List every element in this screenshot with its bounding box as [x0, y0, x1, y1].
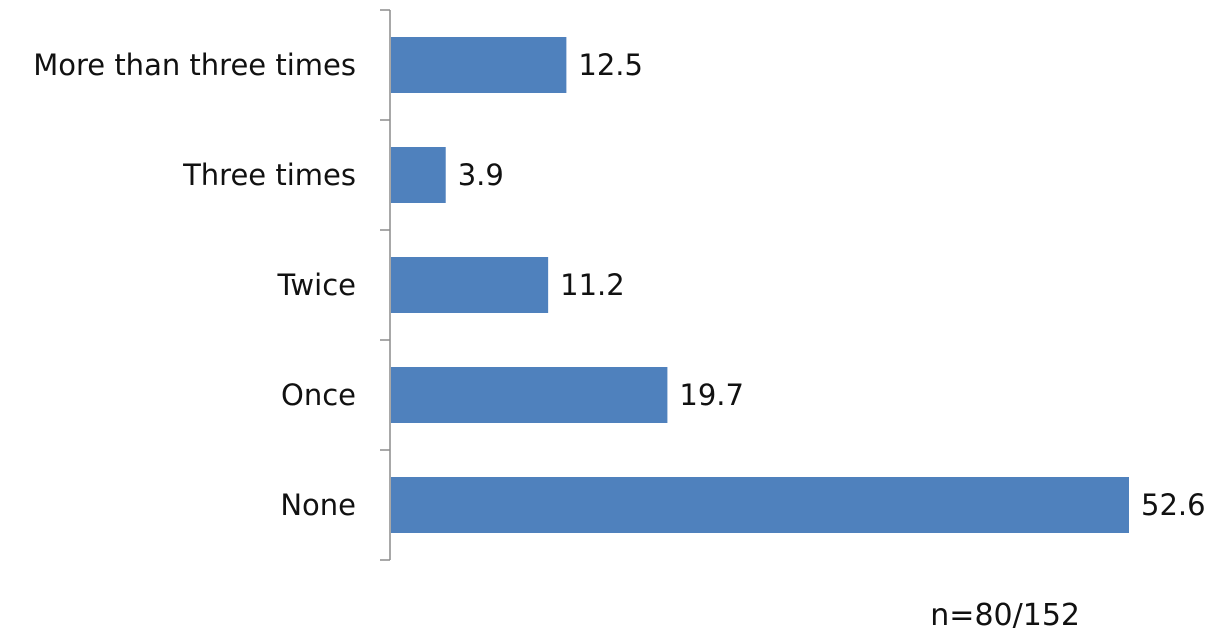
category-label: More than three times: [33, 48, 356, 82]
bar: [391, 37, 567, 93]
bar: [391, 147, 446, 203]
bar: [391, 367, 668, 423]
bar: [391, 477, 1129, 533]
data-label: 52.6: [1141, 488, 1206, 522]
data-label: 11.2: [560, 268, 625, 302]
category-labels: More than three times Three times Twice Onc…: [33, 48, 356, 522]
data-label: 12.5: [578, 48, 643, 82]
data-label: 3.9: [458, 158, 504, 192]
category-label: Twice: [277, 268, 356, 302]
category-axis: [380, 9, 391, 561]
sample-size-note: n=80/152: [930, 598, 1080, 628]
bar: [391, 257, 549, 313]
data-label: 19.7: [679, 378, 744, 412]
category-label: Once: [281, 378, 356, 412]
bars: [391, 37, 1129, 533]
category-label: None: [280, 488, 356, 522]
category-label: Three times: [182, 158, 356, 192]
data-labels: 12.5 3.9 11.2 19.7 52.6: [458, 48, 1206, 522]
